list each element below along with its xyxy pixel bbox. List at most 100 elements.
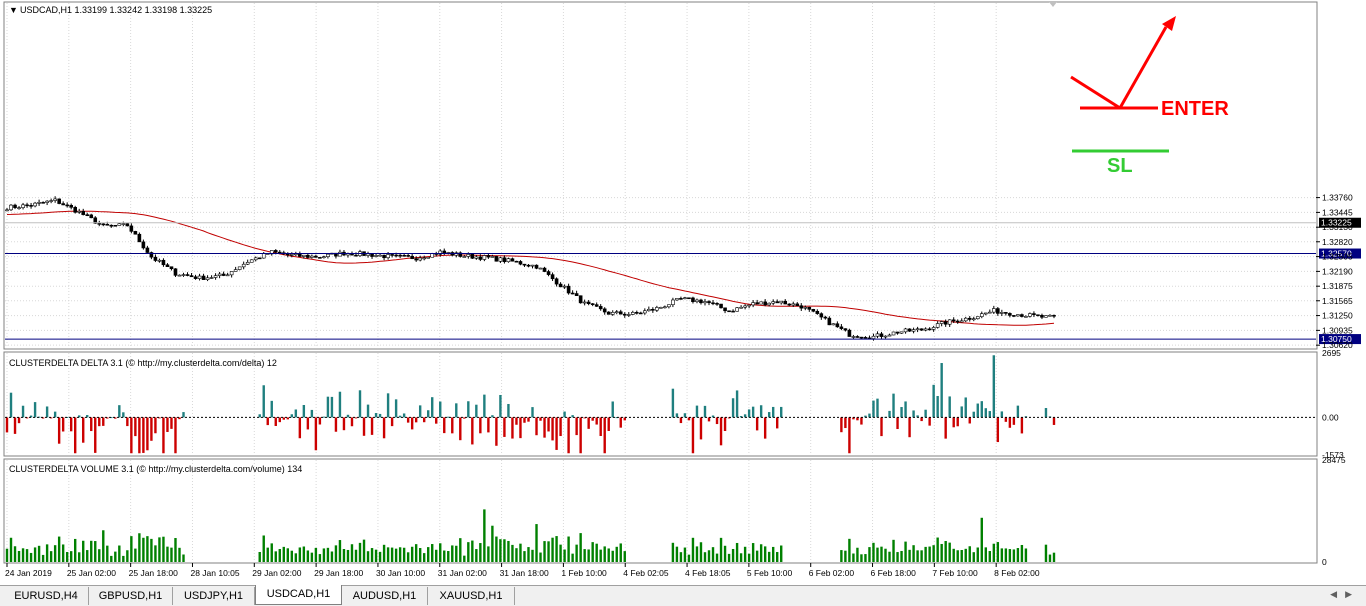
delta-bar: [439, 401, 442, 418]
delta-panel[interactable]: [3, 351, 1318, 457]
candle-body: [306, 254, 310, 258]
delta-bar: [840, 417, 843, 433]
candle-body: [907, 328, 912, 332]
candle-body: [394, 254, 398, 257]
candle-body: [955, 320, 960, 323]
volume-bar: [298, 547, 302, 562]
price-tick-label: 1.31875: [1322, 281, 1353, 291]
delta-bar: [868, 413, 871, 418]
delta-bar: [310, 409, 314, 418]
delta-bar: [182, 412, 185, 418]
tab-gbpusd-h1[interactable]: GBPUSD,H1: [89, 587, 173, 605]
delta-bar: [503, 417, 506, 437]
delta-title: CLUSTERDELTA DELTA 3.1 (© http://my.clus…: [9, 358, 277, 368]
delta-bar: [487, 417, 490, 433]
volume-bar: [555, 536, 558, 562]
volume-bar: [671, 542, 675, 562]
delta-bar: [146, 417, 149, 451]
candle-body: [1012, 315, 1016, 317]
volume-bar: [1048, 554, 1052, 562]
collapse-arrow-icon[interactable]: ▼: [9, 5, 18, 15]
scroll-left-icon[interactable]: ◀: [1330, 589, 1338, 599]
candle-body: [967, 317, 972, 320]
volume-title: CLUSTERDELTA VOLUME 3.1 (© http://my.clu…: [9, 464, 302, 474]
tab-eurusd-h4[interactable]: EURUSD,H4: [4, 587, 89, 605]
candle-body: [173, 268, 178, 276]
candle-body: [366, 253, 370, 256]
volume-bar: [948, 542, 951, 562]
candle-body: [839, 326, 844, 329]
candle-body: [546, 271, 551, 275]
horizontal-lines[interactable]: 1.32570 1.30750: [5, 248, 1361, 345]
delta-bar: [856, 417, 859, 421]
volume-bar: [579, 533, 582, 562]
tab-usdjpy-h1[interactable]: USDJPY,H1: [173, 587, 255, 605]
volume-bar: [322, 548, 326, 562]
volume-bar: [350, 544, 354, 562]
chart-shift-marker-icon[interactable]: [1049, 2, 1057, 7]
scroll-right-icon[interactable]: ▶: [1345, 589, 1352, 599]
delta-bar: [932, 384, 935, 418]
delta-bar: [102, 417, 105, 426]
delta-bar: [928, 417, 931, 426]
candle-body: [1028, 313, 1032, 317]
sl-annotation[interactable]: SL: [1072, 149, 1169, 177]
volume-bar: [527, 547, 530, 562]
candle-body: [41, 202, 45, 204]
candle-body: [614, 311, 619, 314]
volume-tick-label: 0: [1322, 557, 1327, 567]
candle-body: [49, 200, 53, 202]
candle-body: [9, 204, 13, 211]
candle-body: [145, 247, 150, 253]
candle-body: [751, 302, 755, 306]
volume-bar: [270, 543, 273, 562]
delta-bar: [599, 417, 602, 437]
volume-bar: [1020, 544, 1024, 562]
tab-audusd-h1[interactable]: AUDUSD,H1: [342, 587, 428, 605]
delta-bar: [499, 394, 502, 418]
delta-bar: [567, 417, 570, 454]
delta-bar: [427, 410, 430, 418]
volume-bar: [443, 550, 446, 562]
tab-usdcad-h1[interactable]: USDCAD,H1: [255, 585, 342, 605]
candle-body: [947, 319, 952, 325]
candle-body: [113, 224, 118, 227]
candle-body: [883, 335, 888, 338]
delta-bar: [852, 417, 855, 420]
volume-bar: [9, 537, 13, 562]
delta-bar: [960, 406, 963, 418]
delta-bar: [996, 417, 1000, 443]
delta-bar: [864, 415, 867, 418]
delta-bar: [338, 391, 342, 418]
delta-bar: [920, 417, 923, 422]
candle-body: [462, 256, 467, 258]
tab-scroll-arrows[interactable]: ◀ ▶: [1322, 589, 1352, 600]
volume-bar: [876, 547, 879, 562]
candle-body: [73, 207, 77, 213]
volume-bar: [571, 553, 574, 562]
volume-bar: [980, 517, 983, 562]
candle-body: [25, 204, 29, 207]
delta-bar: [988, 411, 992, 418]
candle-body: [815, 310, 820, 314]
time-tick-label: 30 Jan 10:00: [376, 568, 425, 578]
price-tick-label: 1.33445: [1322, 207, 1353, 217]
candle-body: [1024, 316, 1028, 318]
candle-body: [378, 254, 382, 257]
candle-body: [831, 323, 836, 326]
volume-panel[interactable]: [3, 458, 1318, 564]
tab-xauusd-h1[interactable]: XAUUSD,H1: [428, 587, 515, 605]
candle-body: [819, 313, 824, 318]
candle-body: [578, 295, 583, 304]
candle-body: [322, 256, 326, 258]
candle-body: [165, 264, 170, 268]
volume-bar: [603, 546, 606, 562]
enter-annotation[interactable]: ENTER: [1070, 16, 1229, 120]
volume-bar: [1004, 548, 1008, 562]
candle-body: [803, 306, 808, 309]
price-panel[interactable]: [3, 1, 1318, 350]
candle-body: [133, 231, 138, 235]
candle-body: [494, 256, 499, 262]
volume-bar: [852, 553, 855, 562]
